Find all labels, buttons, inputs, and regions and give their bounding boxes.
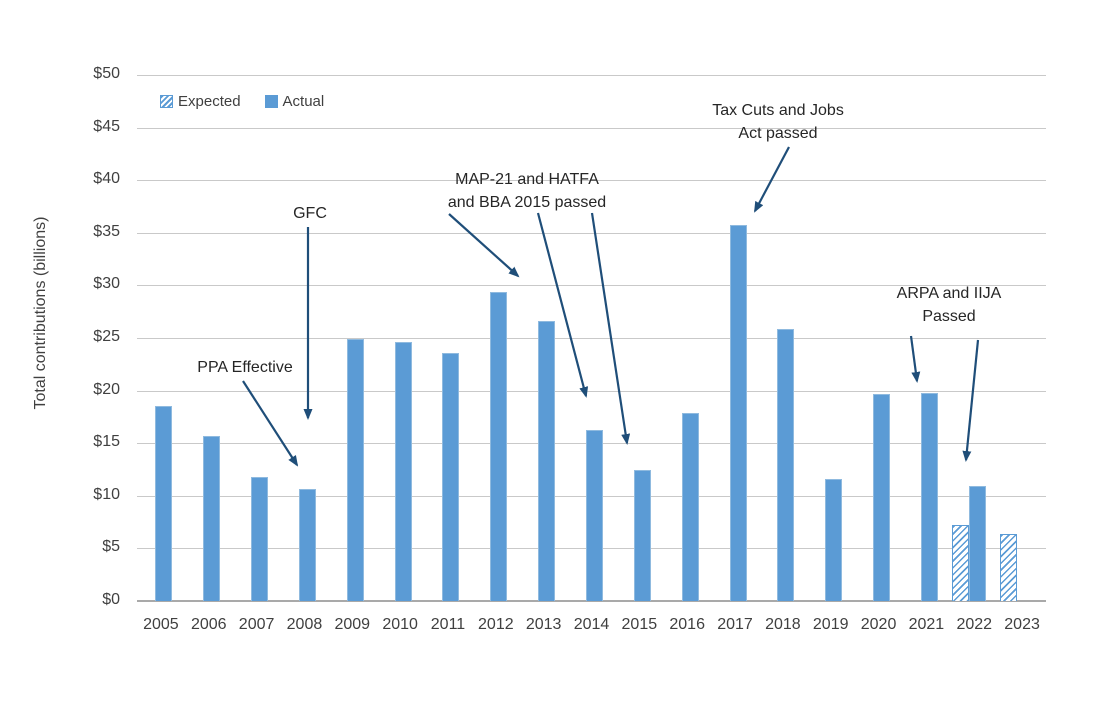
y-tick-label-15: $15 bbox=[93, 433, 120, 451]
annotation-line: MAP-21 and HATFA bbox=[455, 171, 599, 188]
y-tick-label-20: $20 bbox=[93, 380, 120, 398]
gridline-20 bbox=[137, 390, 1046, 392]
y-tick-label-35: $35 bbox=[93, 222, 120, 240]
annotation-line: ARPA and IIJA bbox=[896, 285, 1002, 302]
bar-2015-actual bbox=[633, 469, 651, 601]
annotation-line: Passed bbox=[922, 308, 976, 325]
legend-label-actual: Actual bbox=[282, 93, 325, 110]
bar-2009-actual bbox=[346, 339, 364, 601]
annotation-ppa-effective: PPA Effective bbox=[85, 356, 405, 379]
x-tick-label-2020: 2020 bbox=[860, 616, 897, 633]
bar-2017-actual bbox=[729, 225, 747, 601]
bar-2011-actual bbox=[442, 352, 460, 601]
y-tick-label-30: $30 bbox=[93, 275, 120, 293]
annotation-map21-hatfa-bba: MAP-21 and HATFA and BBA 2015 passed bbox=[367, 168, 687, 214]
annotation-line: GFC bbox=[293, 205, 327, 222]
arrow-ppa-effective-0 bbox=[242, 380, 299, 467]
bar-2018-actual bbox=[777, 328, 795, 601]
x-tick-label-2021: 2021 bbox=[908, 616, 945, 633]
y-tick-label-0: $0 bbox=[102, 591, 120, 608]
gridline-45 bbox=[137, 127, 1046, 129]
bar-2023-expected bbox=[999, 533, 1017, 601]
bar-2008-actual bbox=[298, 489, 316, 601]
bar-2006-actual bbox=[203, 435, 221, 601]
x-tick-label-2012: 2012 bbox=[478, 616, 514, 633]
gridline-25 bbox=[137, 338, 1046, 339]
arrow-tcja-0 bbox=[754, 146, 790, 213]
bar-2012-actual bbox=[490, 291, 508, 601]
y-tick-label-5: $5 bbox=[102, 538, 120, 556]
annotation-tcja: Tax Cuts and Jobs Act passed bbox=[618, 99, 938, 145]
x-tick-label-2014: 2014 bbox=[573, 616, 610, 633]
x-tick-label-2023: 2023 bbox=[1004, 616, 1040, 633]
bar-2007-actual bbox=[251, 476, 269, 601]
x-tick-label-2007: 2007 bbox=[238, 616, 275, 633]
x-tick-label-2015: 2015 bbox=[621, 616, 658, 633]
x-tick-label-2013: 2013 bbox=[525, 616, 562, 633]
gridline-50 bbox=[137, 75, 1046, 76]
bar-2021-actual bbox=[920, 392, 938, 601]
bar-2014-actual bbox=[586, 429, 603, 601]
x-tick-label-2019: 2019 bbox=[812, 616, 849, 633]
bar-2022-actual bbox=[968, 486, 986, 601]
y-tick-label-10: $10 bbox=[93, 485, 120, 503]
x-tick-label-2009: 2009 bbox=[334, 616, 371, 633]
bar-2005-actual bbox=[155, 406, 173, 601]
x-axis-line bbox=[137, 600, 1046, 602]
actual-solid-swatch-icon bbox=[264, 95, 278, 108]
expected-hatched-swatch-icon bbox=[160, 95, 173, 108]
annotation-line: Act passed bbox=[738, 125, 818, 142]
x-tick-label-2016: 2016 bbox=[669, 616, 705, 633]
annotation-line: Tax Cuts and Jobs bbox=[712, 102, 844, 119]
x-tick-label-2008: 2008 bbox=[286, 616, 323, 633]
arrow-arpa-iija-0 bbox=[909, 335, 921, 383]
legend-item-expected: Expected bbox=[160, 93, 241, 110]
y-tick-label-45: $45 bbox=[93, 117, 120, 135]
arrow-arpa-iija-1 bbox=[962, 339, 980, 462]
y-axis-title: Total contributions (billions) bbox=[32, 216, 49, 410]
bar-2016-actual bbox=[681, 412, 699, 601]
y-tick-label-50: $50 bbox=[93, 65, 120, 82]
bar-2013-actual bbox=[538, 321, 556, 601]
y-tick-label-25: $25 bbox=[93, 328, 120, 345]
x-tick-label-2011: 2011 bbox=[430, 616, 466, 633]
annotation-gfc: GFC bbox=[150, 202, 470, 225]
bar-2019-actual bbox=[825, 478, 843, 601]
annotation-arpa-iija: ARPA and IIJA Passed bbox=[789, 282, 1100, 328]
x-tick-label-2006: 2006 bbox=[190, 616, 227, 633]
x-tick-label-2005: 2005 bbox=[143, 616, 179, 633]
x-tick-label-2010: 2010 bbox=[382, 616, 418, 633]
bar-2020-actual bbox=[873, 393, 891, 601]
legend-item-actual: Actual bbox=[264, 93, 325, 110]
y-tick-label-40: $40 bbox=[93, 170, 120, 188]
annotation-line: and BBA 2015 passed bbox=[447, 194, 607, 211]
x-tick-label-2017: 2017 bbox=[717, 616, 753, 633]
bar-2022-expected bbox=[951, 525, 969, 601]
legend-label-expected: Expected bbox=[178, 93, 241, 110]
arrow-map21-hatfa-bba-2 bbox=[590, 212, 631, 445]
legend: Expected Actual bbox=[160, 93, 324, 110]
x-tick-label-2022: 2022 bbox=[956, 616, 993, 633]
bar-2010-actual bbox=[394, 342, 412, 601]
annotation-line: PPA Effective bbox=[197, 359, 293, 376]
gridline-35 bbox=[137, 232, 1046, 234]
x-tick-label-2018: 2018 bbox=[765, 616, 801, 633]
gridline-40 bbox=[137, 180, 1046, 182]
